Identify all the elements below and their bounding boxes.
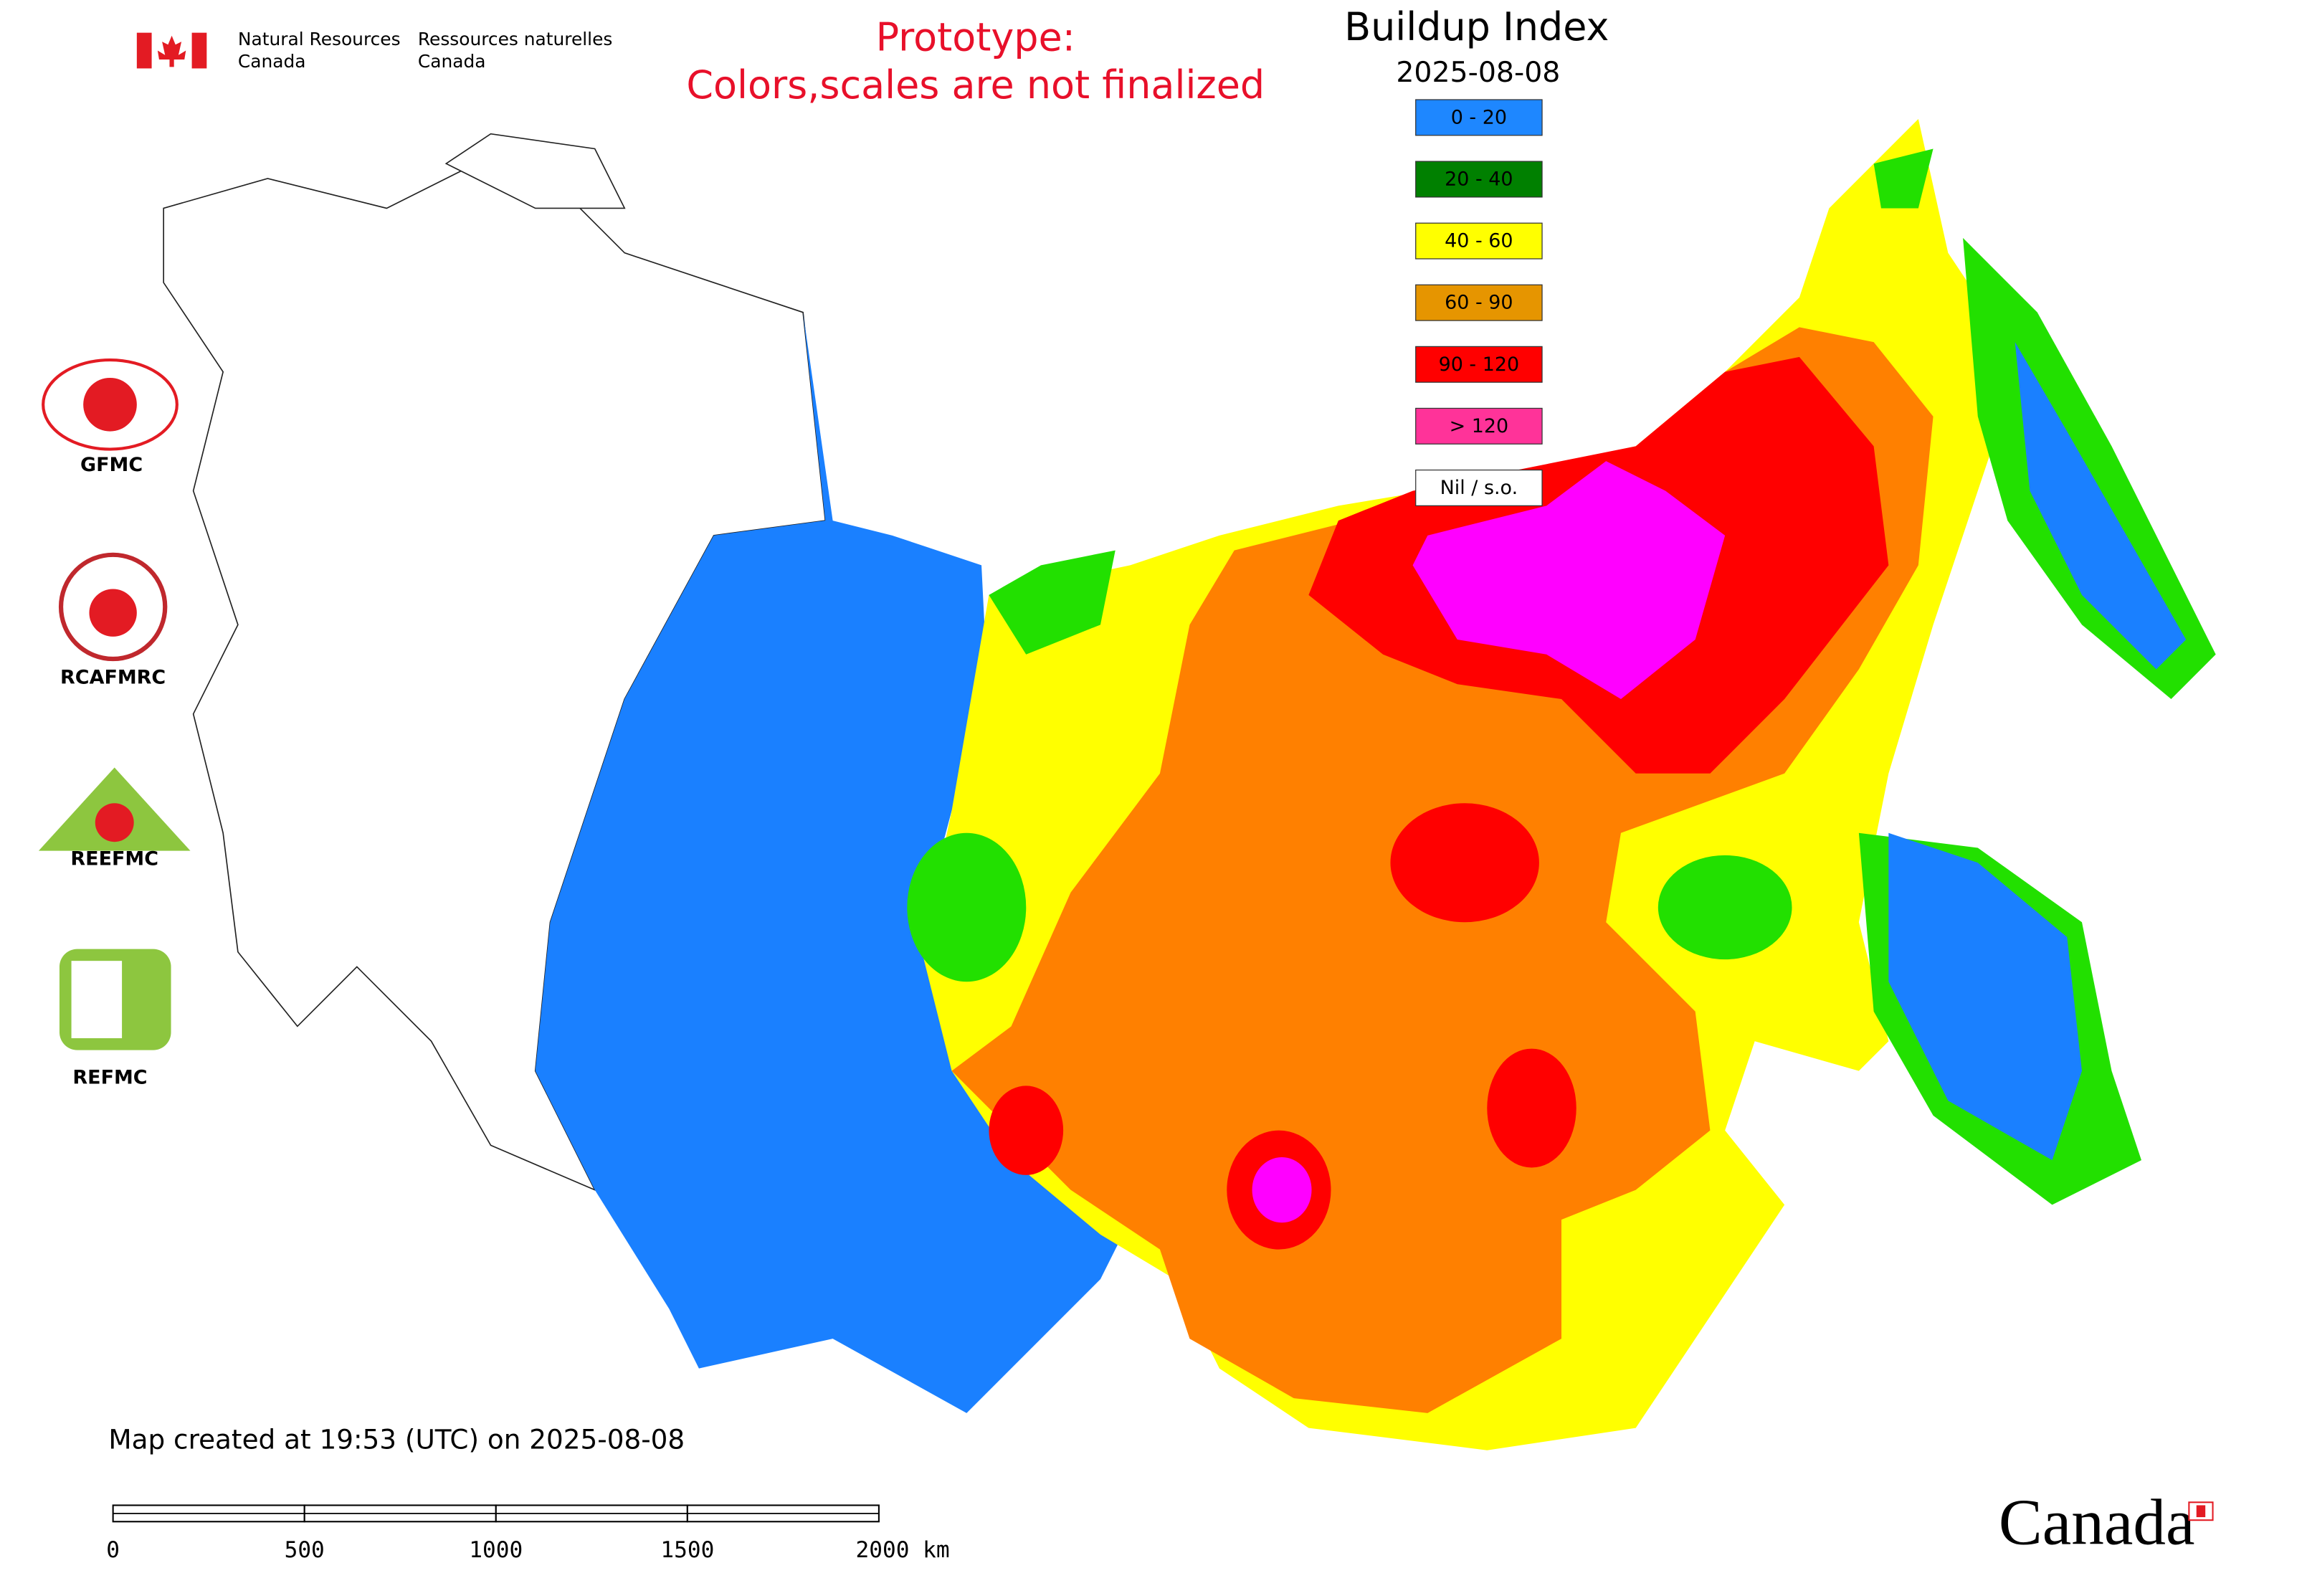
logos: GFMC RCAFMRC REEFMC REFMC: [38, 358, 191, 1089]
legend-label: Nil / s.o.: [1440, 477, 1518, 499]
legend: 0 - 20 20 - 40 40 - 60 60 - 90 90 - 120 > 120…: [1415, 99, 1543, 506]
scale-bar: 0 500 1000 1500 2000 km: [106, 1504, 950, 1563]
legend-title: Buildup Index: [1344, 4, 1609, 49]
legend-swatch: [1415, 346, 1543, 383]
scale-tick-label: 1500: [660, 1537, 714, 1563]
legend-label: > 120: [1450, 415, 1509, 437]
agency-fr: Ressources naturelles: [418, 29, 612, 49]
legend-swatch: [1415, 161, 1543, 198]
legend-swatch: [1415, 407, 1543, 445]
index-field: [535, 118, 2216, 1450]
legend-swatch: [1415, 222, 1543, 260]
legend-label: 60 - 90: [1445, 292, 1513, 314]
agency-signature: Natural Resources Canada Ressources natu…: [136, 29, 612, 72]
logo-label: GFMC: [80, 454, 143, 476]
legend-swatch: [1415, 284, 1543, 321]
wordmark-flag-leaf: [2196, 1505, 2206, 1518]
notice: Colors,scales are not finalized: [686, 62, 1265, 108]
legend-label: 0 - 20: [1451, 106, 1507, 128]
agency-en: Canada: [238, 51, 306, 72]
logo-label: RCAFMRC: [60, 666, 166, 688]
logo-label: REEFMC: [70, 848, 158, 870]
agency-fr: Canada: [418, 51, 486, 72]
legend-label: 40 - 60: [1445, 230, 1513, 252]
logo-label: REFMC: [72, 1067, 147, 1089]
notice: Prototype:: [876, 15, 1075, 60]
agency-en: Natural Resources: [238, 29, 401, 49]
legend-date: 2025-08-08: [1396, 56, 1560, 89]
created-note: Map created at 19:53 (UTC) on 2025-08-08: [108, 1424, 685, 1455]
scale-tick-label: 500: [285, 1537, 325, 1563]
legend-label: 90 - 120: [1439, 353, 1520, 376]
scale-tick-label: 0: [106, 1537, 120, 1563]
legend-label: 20 - 40: [1445, 168, 1513, 191]
canada-wordmark: Canada: [1999, 1486, 2195, 1559]
legend-swatch: [1415, 469, 1543, 506]
scale-tick-label: 2000 km: [856, 1537, 950, 1563]
scale-tick-label: 1000: [469, 1537, 523, 1563]
legend-swatch: [1415, 99, 1543, 136]
